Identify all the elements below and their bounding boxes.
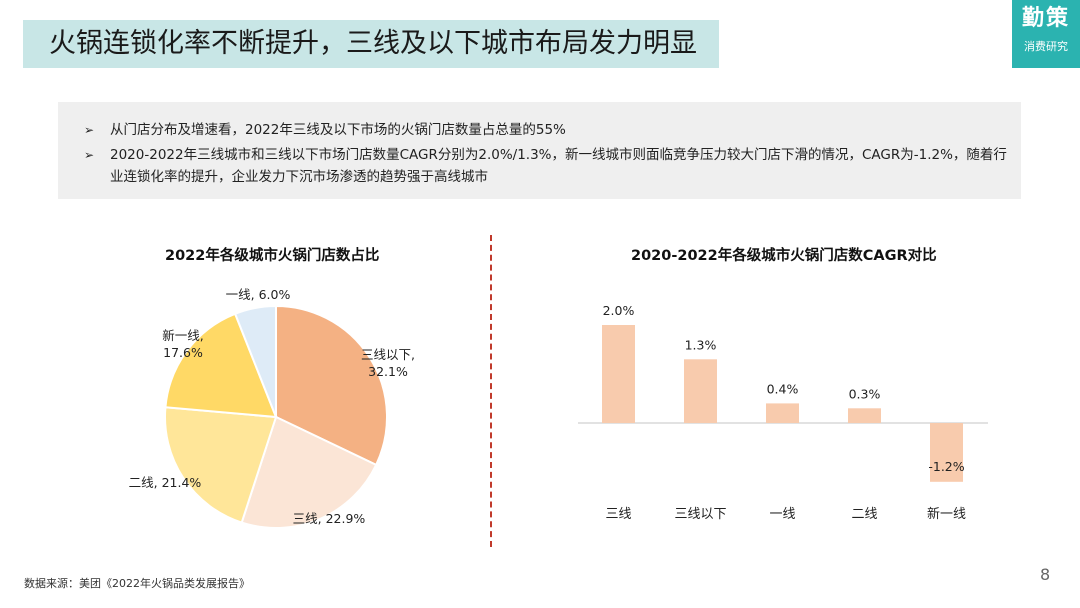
bar-1 <box>602 325 635 423</box>
pie-slice-2 <box>240 415 378 529</box>
pie-slice-5 <box>233 304 277 418</box>
summary-box: ➢ 从门店分布及增速看，2022年三线及以下市场的火锅门店数量占总量的55% ➢… <box>58 102 1021 199</box>
arrow-bullet-icon: ➢ <box>84 148 95 162</box>
pie-slice-label: 三线以下, <box>361 347 415 362</box>
pie-chart-title: 2022年各级城市火锅门店数占比 <box>165 248 380 264</box>
bar-5 <box>930 423 963 482</box>
bar-value-label: 0.3% <box>849 386 881 401</box>
pie-slice-value: 32.1% <box>368 364 408 379</box>
summary-bullet-text: 2020-2022年三线城市和三线以下市场门店数量CAGR分别为2.0%/1.3… <box>110 147 1007 185</box>
logo-sub-text: 消费研究 <box>1024 40 1068 53</box>
bar-category-label: 一线 <box>769 507 795 522</box>
bar-chart-title: 2020-2022年各级城市火锅门店数CAGR对比 <box>631 248 937 264</box>
page-number: 8 <box>1040 565 1051 584</box>
bar-value-label: 2.0% <box>603 303 635 318</box>
title-bar: 火锅连锁化率不断提升，三线及以下城市布局发力明显 <box>23 20 719 68</box>
pie-slice-1 <box>275 304 388 467</box>
pie-slice-label: 三线, 22.9% <box>293 511 366 526</box>
chart-divider <box>490 235 492 547</box>
bar-category-label: 三线 <box>605 507 631 522</box>
bar-2 <box>684 359 717 423</box>
data-source: 数据来源：美团《2022年火锅品类发展报告》 <box>24 577 250 590</box>
pie-slice-label: 一线, 6.0% <box>226 287 291 302</box>
brand-logo: 勤策 消费研究 <box>1012 0 1080 68</box>
pie-slice-label: 新一线, <box>162 328 203 343</box>
pie-slice-value: 17.6% <box>163 345 203 360</box>
arrow-bullet-icon: ➢ <box>84 123 95 137</box>
bar-category-label: 三线以下 <box>674 507 726 522</box>
bar-value-label: -1.2% <box>928 459 964 474</box>
bar-category-label: 二线 <box>851 507 877 522</box>
page-title: 火锅连锁化率不断提升，三线及以下城市布局发力明显 <box>49 28 697 59</box>
bar-value-label: 1.3% <box>685 337 717 352</box>
pie-slice-4 <box>164 312 278 419</box>
pie-slice-label: 二线, 21.4% <box>129 475 202 490</box>
bar-4 <box>848 408 881 423</box>
bar-category-label: 新一线 <box>927 506 966 522</box>
pie-slice-3 <box>164 406 278 524</box>
logo-main-text: 勤策 <box>1021 6 1070 31</box>
bar-3 <box>766 403 799 423</box>
bar-value-label: 0.4% <box>767 381 799 396</box>
summary-bullet-text: 从门店分布及增速看，2022年三线及以下市场的火锅门店数量占总量的55% <box>110 122 566 138</box>
